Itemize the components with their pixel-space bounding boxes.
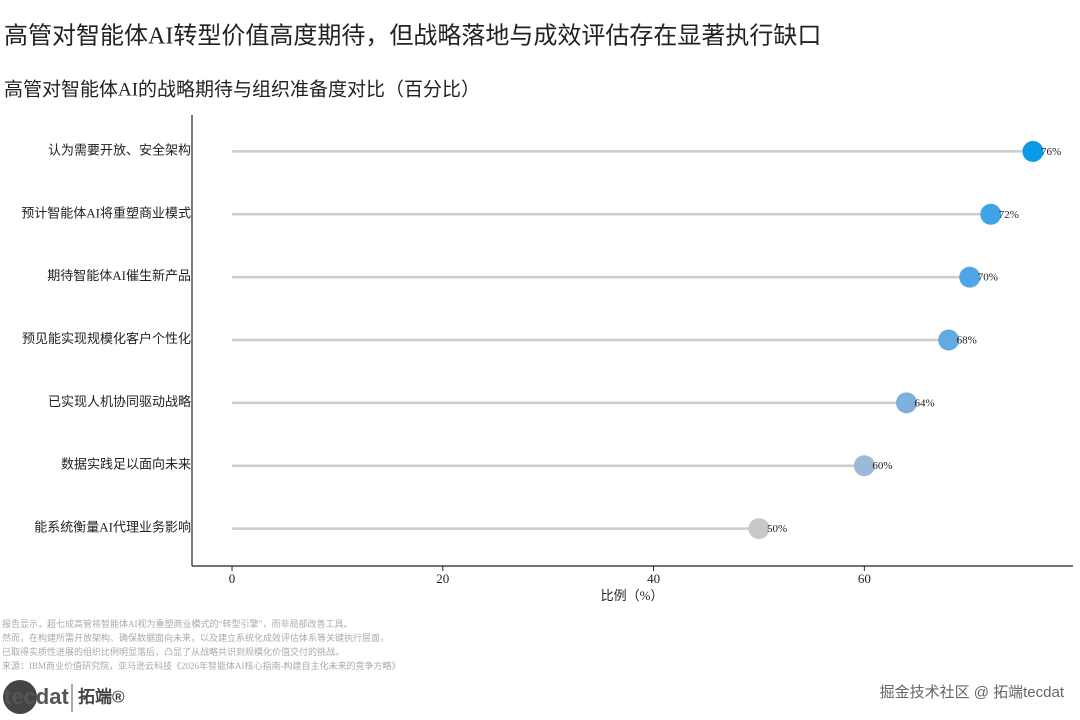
notes: 报告显示，超七成高管将智能体AI视为重塑商业模式的“转型引擎”，而非局部改善工具… <box>2 618 401 671</box>
y-tick-label: 预计智能体AI将重塑商业模式 <box>21 205 191 220</box>
x-tick-label: 20 <box>436 571 449 586</box>
note: 已取得实质性进展的组织比例明显落后，凸显了从战略共识到规模化价值交付的挑战。 <box>2 646 344 657</box>
dot <box>895 392 917 414</box>
dot <box>748 518 770 540</box>
value-label: 70% <box>978 272 998 284</box>
y-tick-label: 能系统衡量AI代理业务影响 <box>34 520 191 535</box>
y-tick-label: 认为需要开放、安全架构 <box>48 142 191 157</box>
x-tick-label: 60 <box>858 571 871 586</box>
y-tick-label: 数据实践足以面向未来 <box>61 457 191 472</box>
value-label: 68% <box>957 335 977 347</box>
x-axis-label: 比例（%） <box>601 588 664 603</box>
x-tick-label: 40 <box>647 571 660 586</box>
value-label: 76% <box>1041 146 1061 158</box>
value-label: 72% <box>999 209 1019 221</box>
logo-brand: 拓端® <box>78 686 125 706</box>
value-label: 64% <box>914 397 934 409</box>
value-label: 50% <box>767 523 787 535</box>
x-tick-label: 0 <box>229 571 236 586</box>
note: 来源：IBM商业价值研究院，亚马逊云科技《2026年智能体AI核心指南-构建自主… <box>2 660 401 671</box>
y-tick-label: 已实现人机协同驱动战略 <box>48 394 191 409</box>
logo-badge <box>3 680 37 714</box>
dot <box>853 455 875 477</box>
dot <box>1022 140 1044 162</box>
y-tick-label: 预见能实现规模化客户个性化 <box>22 331 191 346</box>
watermark: 掘金技术社区 @ 拓端tecdat <box>880 684 1065 701</box>
chart-subtitle: 高管对智能体AI的战略期待与组织准备度对比（百分比） <box>4 78 480 100</box>
note: 报告显示，超七成高管将智能体AI视为重塑商业模式的“转型引擎”，而非局部改善工具… <box>2 618 353 629</box>
dot <box>938 329 960 351</box>
dot <box>980 203 1002 225</box>
note: 然而，在构建所需开放架构、确保数据面向未来，以及建立系统化成效评估体系等关键执行… <box>2 632 389 643</box>
logo-text: tecdat <box>4 684 69 709</box>
y-tick-label: 期待智能体AI催生新产品 <box>47 268 191 283</box>
value-label: 60% <box>872 460 892 472</box>
dot <box>959 266 981 288</box>
chart-title: 高管对智能体AI转型价值高度期待，但战略落地与成效评估存在显著执行缺口 <box>4 23 821 50</box>
